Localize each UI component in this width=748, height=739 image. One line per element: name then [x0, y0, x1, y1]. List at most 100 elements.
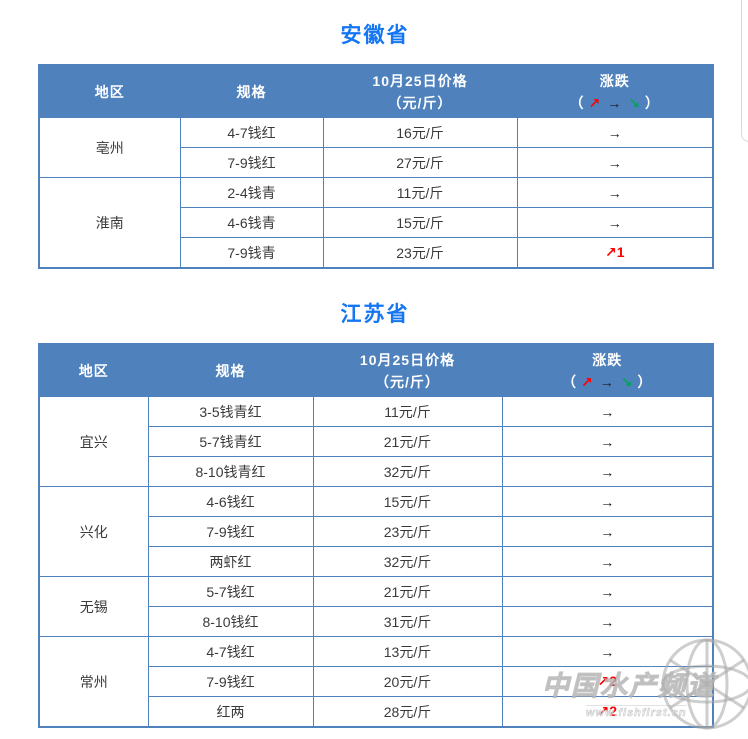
spec-cell: 红两: [147, 696, 314, 728]
price-cell: 11元/斤: [322, 177, 518, 208]
price-cell: 27元/斤: [322, 147, 518, 178]
province-section: 江苏省 地区 规格 10月25日价格 （元/斤） 涨跌（↗ → ↘）宜兴 3-5钱青红 11元/斤…: [38, 301, 714, 728]
header-change-label: 涨跌: [599, 72, 630, 89]
change-amount: 2: [609, 673, 618, 689]
up-arrow-icon: ↗: [597, 673, 610, 689]
spec-cell: 3-5钱青红: [147, 396, 314, 427]
header-region: 地区: [38, 343, 149, 397]
spec-cell: 5-7钱红: [147, 576, 314, 607]
flat-arrow-icon: →: [599, 373, 615, 390]
up-arrow-icon: ↗: [604, 244, 617, 260]
price-cell: 15元/斤: [322, 207, 518, 238]
spec-cell: 4-7钱红: [179, 117, 324, 148]
table-row: 5-7钱青红 21元/斤 →: [39, 426, 714, 457]
change-legend: （↗ → ↘）: [504, 371, 712, 393]
legend-close-paren: ）: [644, 94, 660, 111]
header-region: 地区: [38, 64, 181, 118]
header-change: 涨跌 （↗ → ↘）: [516, 64, 714, 118]
table-row: 两虾红 32元/斤 →: [39, 546, 714, 577]
spec-cell: 4-6钱青: [179, 207, 324, 238]
table-row: 4-6钱青 15元/斤 →: [39, 207, 714, 238]
region-cell: 兴化: [38, 486, 149, 577]
price-table: 地区 规格 10月25日价格 （元/斤） 涨跌（↗ → ↘）宜兴 3-5钱青红 11元/斤 → 5-…: [38, 343, 714, 728]
flat-arrow-icon: →: [600, 403, 615, 420]
flat-arrow-icon: →: [600, 433, 615, 450]
table-row: 7-9钱青 23元/斤 ↗1: [39, 237, 714, 269]
spec-cell: 7-9钱青: [179, 237, 324, 269]
region-cell: 宜兴: [38, 396, 149, 487]
table-row: 无锡 5-7钱红 21元/斤 →: [38, 576, 714, 637]
change-cell: ↗2: [501, 696, 714, 728]
flat-arrow-icon: →: [600, 613, 615, 630]
region-cell: 无锡: [38, 576, 149, 637]
header-spec: 规格: [179, 64, 324, 118]
price-cell: 15元/斤: [312, 486, 503, 517]
price-cell: 32元/斤: [312, 456, 503, 487]
change-legend: （↗ → ↘）: [519, 92, 712, 114]
change-cell: →: [501, 396, 714, 427]
change-cell: →: [501, 546, 714, 577]
region-cell: 淮南: [38, 177, 181, 269]
change-cell: ↗1: [516, 237, 714, 269]
table-row: 兴化 4-6钱红 15元/斤 →: [38, 486, 714, 577]
down-arrow-icon: ↘: [628, 94, 641, 111]
header-price-unit: （元/斤）: [387, 94, 453, 111]
header-spec: 规格: [147, 343, 314, 397]
price-cell: 13元/斤: [312, 636, 503, 667]
legend-open-paren: （: [562, 373, 578, 390]
spec-cell: 4-7钱红: [147, 636, 314, 667]
region-cell: 亳州: [38, 117, 181, 178]
flat-arrow-icon: →: [600, 523, 615, 540]
spec-cell: 两虾红: [147, 546, 314, 577]
flat-arrow-icon: →: [600, 583, 615, 600]
spec-cell: 8-10钱红: [147, 606, 314, 637]
spec-cell: 2-4钱青: [179, 177, 324, 208]
flat-arrow-icon: →: [600, 493, 615, 510]
price-cell: 11元/斤: [312, 396, 503, 427]
price-cell: 21元/斤: [312, 426, 503, 457]
flat-arrow-icon: →: [607, 184, 622, 201]
change-cell: →: [501, 636, 714, 667]
header-price-date: 10月25日价格: [372, 72, 468, 89]
price-cell: 23元/斤: [322, 237, 518, 269]
province-title: 江苏省: [340, 303, 410, 326]
change-cell: →: [516, 117, 714, 148]
region-cell: 常州: [38, 636, 149, 728]
price-cell: 21元/斤: [312, 576, 503, 607]
change-cell: →: [501, 456, 714, 487]
scrollbar[interactable]: [741, 0, 748, 142]
table-row: 8-10钱青红 32元/斤 →: [39, 456, 714, 487]
table-row: 红两 28元/斤 ↗2: [39, 696, 714, 728]
up-arrow-icon: ↗: [581, 373, 594, 390]
flat-arrow-icon: →: [607, 94, 623, 111]
spec-cell: 7-9钱红: [179, 147, 324, 178]
change-amount: 1: [616, 244, 625, 260]
change-cell: →: [501, 576, 714, 607]
flat-arrow-icon: →: [600, 463, 615, 480]
price-cell: 28元/斤: [312, 696, 503, 728]
spec-cell: 5-7钱青红: [147, 426, 314, 457]
change-cell: →: [501, 426, 714, 457]
header-price-date: 10月25日价格: [359, 351, 456, 368]
up-arrow-icon: ↗: [597, 703, 610, 719]
change-cell: →: [516, 207, 714, 238]
header-row: 地区 规格 10月25日价格 （元/斤） 涨跌 （↗ → ↘）: [38, 343, 714, 397]
change-cell: →: [501, 486, 714, 517]
change-cell: ↗2: [501, 666, 714, 697]
province-section: 安徽省 地区 规格 10月25日价格 （元/斤） 涨跌（↗ → ↘）亳州 4-7钱红 16元/斤 →…: [38, 22, 714, 269]
price-cell: 32元/斤: [312, 546, 503, 577]
change-cell: →: [501, 606, 714, 637]
table-row: 常州 4-7钱红 13元/斤 →: [38, 636, 714, 728]
header-change: 涨跌 （↗ → ↘）: [501, 343, 714, 397]
change-cell: →: [516, 147, 714, 178]
header-change-label: 涨跌: [592, 351, 623, 368]
header-price: 10月25日价格 （元/斤）: [312, 343, 503, 397]
price-cell: 23元/斤: [312, 516, 503, 547]
price-cell: 31元/斤: [312, 606, 503, 637]
price-cell: 20元/斤: [312, 666, 503, 697]
flat-arrow-icon: →: [600, 643, 615, 660]
change-cell: →: [501, 516, 714, 547]
price-table: 地区 规格 10月25日价格 （元/斤） 涨跌（↗ → ↘）亳州 4-7钱红 16元/斤 → 7-9…: [38, 64, 714, 269]
province-title: 安徽省: [340, 24, 410, 47]
